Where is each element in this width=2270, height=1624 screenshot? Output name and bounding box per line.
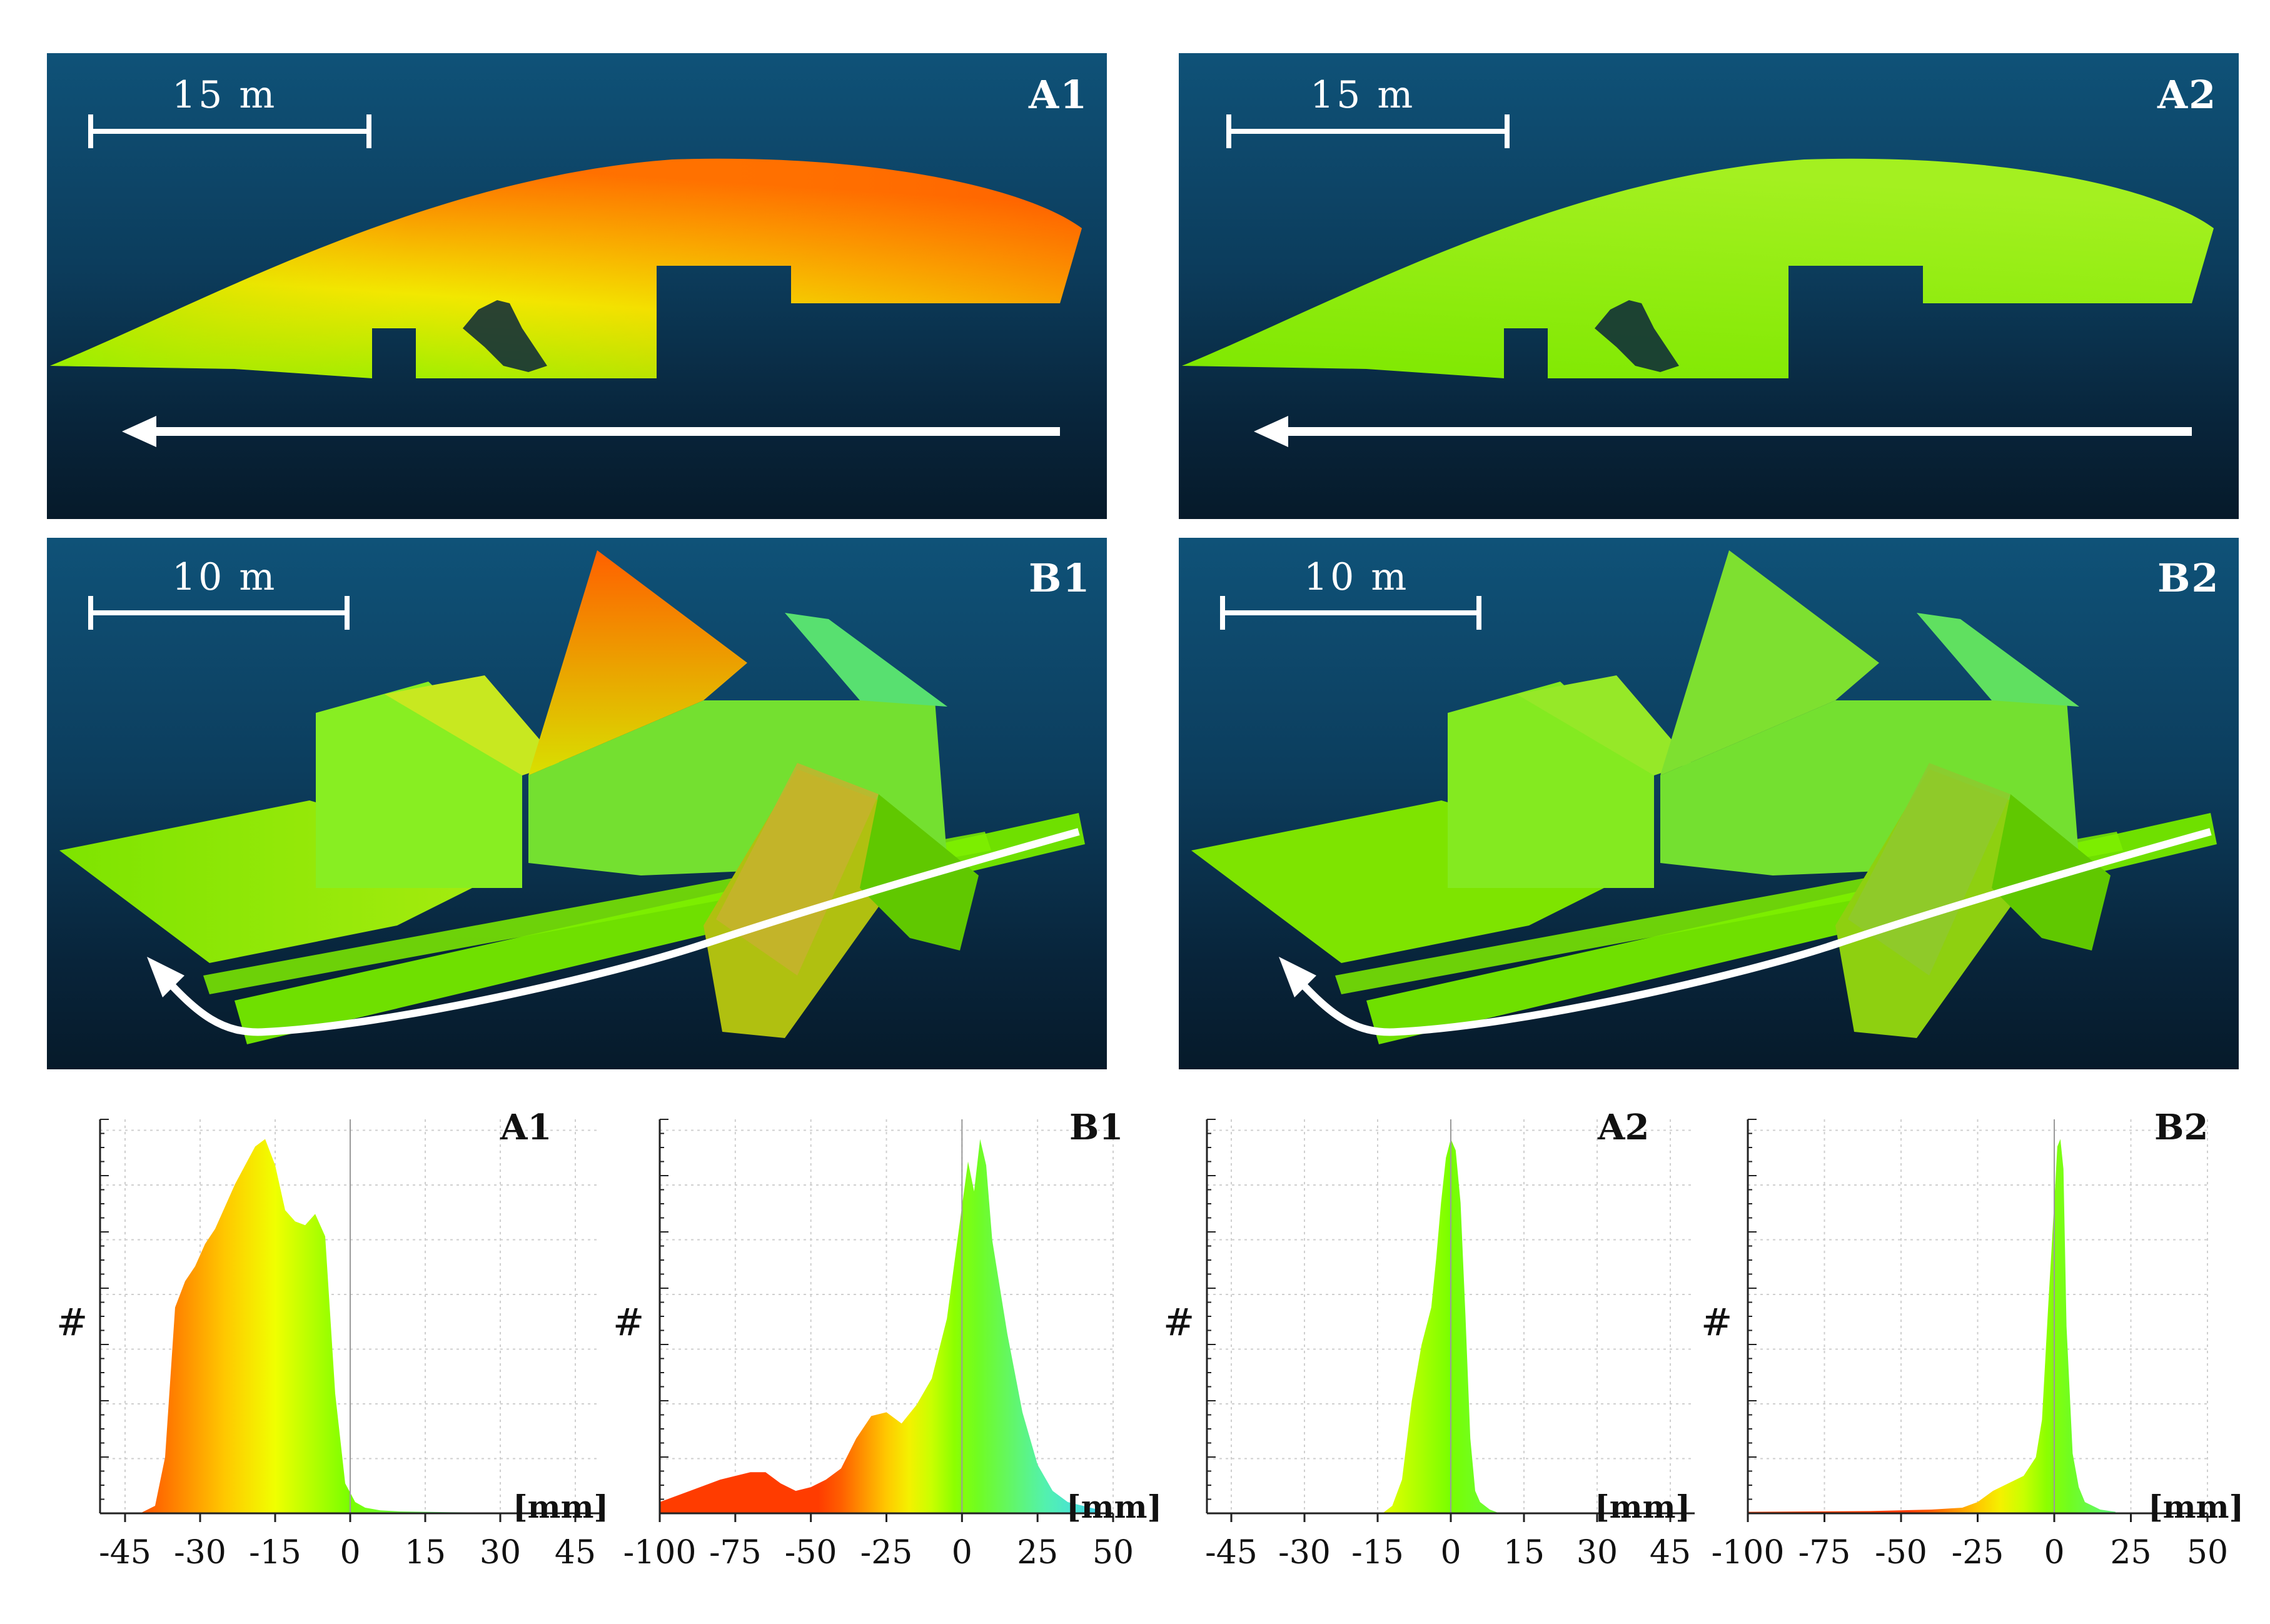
trajectory-line bbox=[1291, 828, 2212, 1036]
x-tick-label: 0 bbox=[340, 1534, 360, 1571]
panel-label-a2: A2 bbox=[2157, 72, 2217, 118]
histogram-b1: -100 -75 -50 -25 0 25 50 # B1 [mm] bbox=[613, 1101, 1169, 1613]
x-tick-label: -30 bbox=[174, 1534, 226, 1571]
x-tick-label: -100 bbox=[1712, 1534, 1785, 1571]
histogram-area bbox=[660, 1139, 1098, 1513]
gable-roof bbox=[1917, 613, 2079, 707]
gable-roof bbox=[785, 613, 947, 707]
front-roof bbox=[716, 763, 879, 976]
x-tick-label: 0 bbox=[952, 1534, 972, 1571]
panel-label-a1: A1 bbox=[1029, 72, 1089, 118]
x-tick-label: 50 bbox=[2187, 1534, 2228, 1571]
panel-a2: 15 m A2 bbox=[1179, 53, 2239, 519]
histogram-area bbox=[1382, 1139, 1500, 1513]
histogram-b2-svg: -100 -75 -50 -25 0 25 50 bbox=[1712, 1119, 2228, 1571]
main-roof bbox=[528, 550, 747, 775]
front-wall bbox=[860, 794, 979, 951]
histogram-label: B1 bbox=[1069, 1107, 1124, 1148]
x-tick-label: 50 bbox=[1092, 1534, 1134, 1571]
x-tick-label: -25 bbox=[860, 1534, 913, 1571]
x-tick-label: -30 bbox=[1278, 1534, 1331, 1571]
excavator-silhouette bbox=[463, 300, 547, 372]
histogram-label: A1 bbox=[500, 1107, 552, 1148]
histogram-b2: -100 -75 -50 -25 0 25 50 # B2 [mm] bbox=[1701, 1101, 2264, 1613]
trajectory-arrow-head bbox=[147, 957, 184, 997]
scale-label: 10 m bbox=[1304, 555, 1410, 599]
x-tick-label: -25 bbox=[1952, 1534, 2004, 1571]
pointcloud-a1 bbox=[50, 114, 1082, 447]
x-tick-label: 45 bbox=[1650, 1534, 1691, 1571]
x-tick-label: 15 bbox=[1503, 1534, 1545, 1571]
x-tick-label: -15 bbox=[1351, 1534, 1404, 1571]
x-tick-label: -45 bbox=[99, 1534, 151, 1571]
histogram-a1-svg: -45 -30 -15 0 15 30 45 bbox=[99, 1119, 600, 1571]
excavator-silhouette bbox=[1595, 300, 1679, 372]
histogram-label: A2 bbox=[1598, 1107, 1650, 1148]
histogram-area bbox=[1748, 1139, 2116, 1513]
x-tick-label: 25 bbox=[1017, 1534, 1058, 1571]
y-axis-label: # bbox=[56, 1301, 88, 1344]
trajectory-line bbox=[159, 828, 1080, 1036]
panel-label-b2: B2 bbox=[2157, 555, 2220, 601]
facade-shape bbox=[1182, 158, 2214, 378]
x-tick-label: 0 bbox=[2044, 1534, 2064, 1571]
panel-a1: 15 m A1 bbox=[47, 53, 1107, 519]
travel-arrow-head bbox=[122, 416, 156, 447]
travel-arrow-head bbox=[1254, 416, 1288, 447]
scale-label: 10 m bbox=[172, 555, 278, 599]
x-tick-label: -50 bbox=[785, 1534, 837, 1571]
x-tick-label: 30 bbox=[1576, 1534, 1618, 1571]
small-roof bbox=[1516, 675, 1692, 775]
pointcloud-a2 bbox=[1182, 114, 2214, 447]
x-tick-label: 15 bbox=[405, 1534, 446, 1571]
x-tick-label: 25 bbox=[2110, 1534, 2151, 1571]
x-tick-label: -75 bbox=[709, 1534, 762, 1571]
trajectory-arrow-head bbox=[1279, 957, 1316, 997]
x-tick-label: 45 bbox=[555, 1534, 596, 1571]
histogram-area bbox=[140, 1139, 550, 1513]
small-roof bbox=[385, 675, 560, 775]
x-tick-label: -100 bbox=[623, 1534, 697, 1571]
front-wall bbox=[1992, 794, 2111, 951]
histogram-a1: -45 -30 -15 0 15 30 45 # A1 [mm] bbox=[0, 1101, 613, 1613]
x-tick-label: 30 bbox=[480, 1534, 521, 1571]
x-tick-label: -75 bbox=[1798, 1534, 1851, 1571]
unit-label: [mm] bbox=[2148, 1488, 2244, 1525]
panel-label-b1: B1 bbox=[1029, 555, 1091, 601]
histogram-a2: -45 -30 -15 0 15 30 45 # A2 [mm] bbox=[1163, 1101, 1713, 1613]
histogram-b1-svg: -100 -75 -50 -25 0 25 50 bbox=[623, 1119, 1134, 1571]
main-roof bbox=[1660, 550, 1879, 775]
panel-b2: 10 m B2 bbox=[1179, 538, 2239, 1069]
front-roof bbox=[1848, 763, 2010, 976]
unit-label: [mm] bbox=[1066, 1488, 1163, 1525]
scale-label: 15 m bbox=[172, 73, 278, 117]
y-axis-label: # bbox=[1163, 1301, 1195, 1344]
histogram-a2-svg: -45 -30 -15 0 15 30 45 bbox=[1205, 1119, 1695, 1571]
scale-label: 15 m bbox=[1310, 73, 1416, 117]
unit-label: [mm] bbox=[513, 1488, 609, 1525]
unit-label: [mm] bbox=[1595, 1488, 1691, 1525]
x-tick-label: -15 bbox=[249, 1534, 301, 1571]
panel-b1: 10 m B1 bbox=[47, 538, 1107, 1069]
pointcloud-b1 bbox=[59, 550, 1085, 1044]
pointcloud-b2 bbox=[1191, 550, 2217, 1044]
x-tick-label: 0 bbox=[1440, 1534, 1461, 1571]
y-axis-label: # bbox=[613, 1301, 645, 1344]
x-tick-label: -45 bbox=[1205, 1534, 1258, 1571]
y-axis-label: # bbox=[1701, 1301, 1733, 1344]
histogram-label: B2 bbox=[2154, 1107, 2209, 1148]
x-tick-label: -50 bbox=[1875, 1534, 1927, 1571]
